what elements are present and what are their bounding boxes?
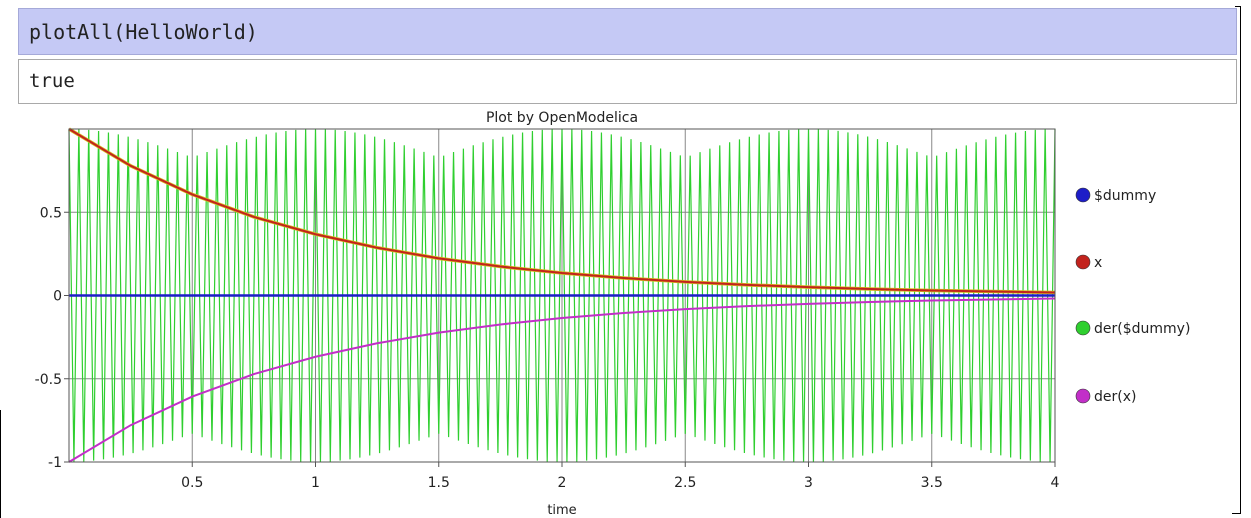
- x-tick-label: 1: [311, 475, 320, 491]
- x-tick-label: 3.5: [921, 475, 943, 491]
- y-tick-label: -0.5: [35, 372, 62, 388]
- cell-bracket-left: [0, 410, 1, 518]
- y-tick-label: -1: [48, 455, 62, 471]
- x-tick-label: 2.5: [674, 475, 696, 491]
- x-axis-label: time: [547, 503, 576, 518]
- x-tick-label: 1.5: [428, 475, 450, 491]
- legend-label: $dummy: [1094, 188, 1156, 204]
- legend-label: der($dummy): [1094, 321, 1190, 337]
- cell-bracket-top: [1235, 6, 1241, 7]
- legend-marker: [1075, 388, 1091, 404]
- legend-label: x: [1094, 255, 1102, 271]
- x-tick-label: 0.5: [181, 475, 203, 491]
- x-tick-label: 2: [558, 475, 567, 491]
- legend-label: der(x): [1094, 389, 1136, 405]
- series-line-der-x: [68, 297, 1056, 463]
- legend-marker: [1075, 187, 1091, 203]
- input-cell[interactable]: plotAll(HelloWorld): [18, 8, 1237, 55]
- legend-marker: [1075, 320, 1091, 336]
- chart-legend: $dummy x der($dummy) der(x): [1075, 187, 1190, 405]
- x-tick-label: 3: [804, 475, 813, 491]
- output-cell: true: [18, 59, 1237, 104]
- x-tick-label: 4: [1051, 475, 1060, 491]
- chart-title: Plot by OpenModelica: [486, 110, 638, 126]
- chart-series-layer: [68, 127, 1056, 463]
- series-line-x: [68, 128, 1056, 294]
- y-tick-label: 0.5: [40, 205, 62, 221]
- y-tick-label: 0: [53, 289, 62, 305]
- legend-marker: [1075, 254, 1091, 270]
- cell-bracket-bottom: [1232, 513, 1241, 514]
- cell-bracket[interactable]: [1240, 6, 1241, 514]
- chart-ticks: 0.5 1 1.5 2 2.5 3 3.5 4 0.5 0 -0.5 -1: [35, 205, 1060, 491]
